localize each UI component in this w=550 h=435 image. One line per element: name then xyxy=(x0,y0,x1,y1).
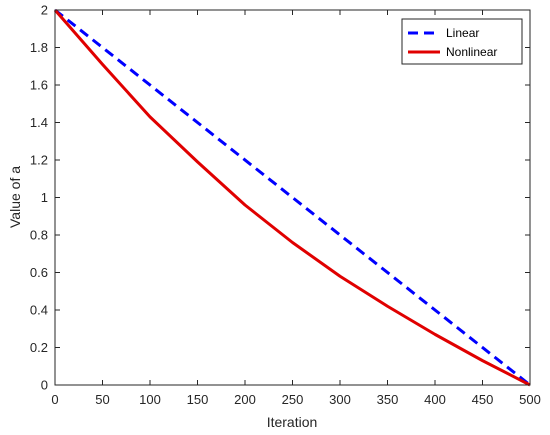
series-layer xyxy=(53,8,531,387)
x-tick-label: 100 xyxy=(139,392,161,407)
legend-label-nonlinear: Nonlinear xyxy=(446,45,497,59)
y-tick-label: 1.4 xyxy=(30,115,48,130)
y-tick-label: 1.6 xyxy=(30,78,48,93)
y-tick-label: 0.8 xyxy=(30,228,48,243)
x-tick-label: 450 xyxy=(472,392,494,407)
axes-layer: 0 50 100 150 200 250 300 350 400 450 500 0 0.2 0.4 0.6… xyxy=(30,3,541,408)
x-tick-label: 300 xyxy=(329,392,351,407)
x-axis-title: Iteration xyxy=(267,414,318,430)
x-tick-label: 150 xyxy=(187,392,209,407)
y-axis-title: Value of a xyxy=(7,166,23,228)
y-tick-label: 0.2 xyxy=(30,340,48,355)
y-tick-label: 0.6 xyxy=(30,265,48,280)
y-tick-label: 1 xyxy=(41,190,48,205)
x-tick-label: 0 xyxy=(51,392,58,407)
y-tick-label: 0.4 xyxy=(30,303,48,318)
y-tick-label: 2 xyxy=(41,3,48,18)
x-tick-label: 200 xyxy=(234,392,256,407)
x-tick-label: 250 xyxy=(282,392,304,407)
x-tick-label: 350 xyxy=(377,392,399,407)
x-tick-label: 50 xyxy=(95,392,109,407)
y-tick-label: 0 xyxy=(41,378,48,393)
series-line-nonlinear xyxy=(53,9,531,387)
legend-box xyxy=(401,18,523,65)
x-tick-label: 400 xyxy=(424,392,446,407)
series-line-linear xyxy=(54,8,531,387)
y-tick-label: 1.8 xyxy=(30,40,48,55)
legend: Linear Nonlinear xyxy=(401,18,523,65)
x-tick-label: 500 xyxy=(519,392,541,407)
legend-label-linear: Linear xyxy=(446,26,479,40)
y-tick-label: 1.2 xyxy=(30,153,48,168)
